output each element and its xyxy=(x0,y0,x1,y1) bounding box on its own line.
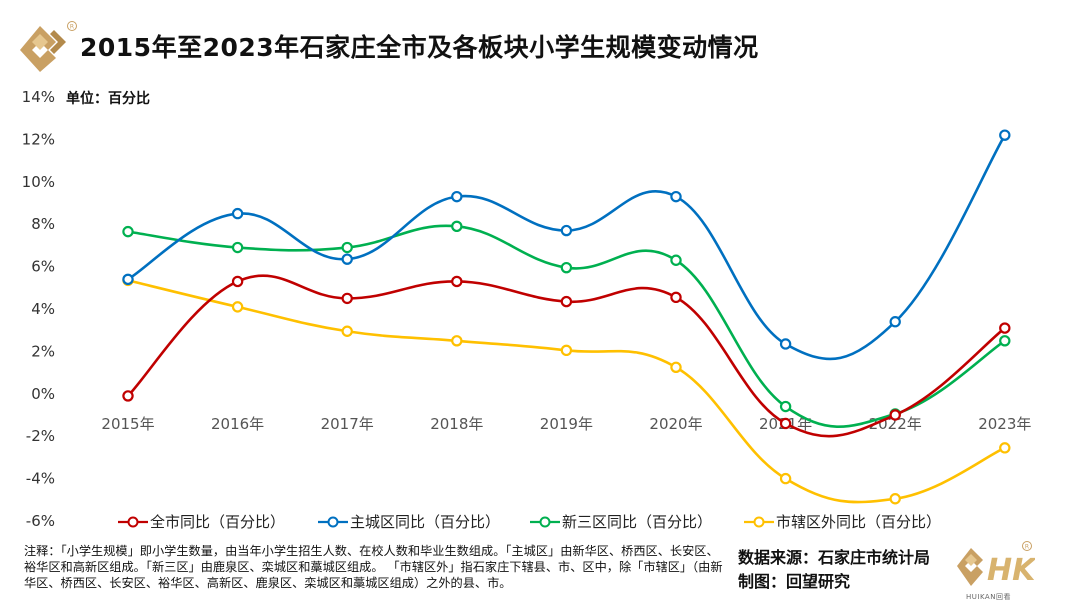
y-tick-label: 8% xyxy=(31,215,55,233)
data-point xyxy=(889,493,901,505)
x-tick-label: 2019年 xyxy=(540,415,593,433)
data-source: 数据来源：石家庄市统计局 xyxy=(738,548,931,567)
series-line xyxy=(126,224,1007,428)
data-point xyxy=(999,322,1011,334)
data-point xyxy=(451,190,463,203)
y-tick-label: 14% xyxy=(22,88,55,106)
x-tick-label: 2015年 xyxy=(101,415,154,433)
svg-text:R: R xyxy=(70,24,74,31)
legend-marker-icon xyxy=(530,516,560,527)
data-point xyxy=(889,316,901,328)
y-tick-label: 12% xyxy=(22,130,55,148)
unit-label: 单位：百分比 xyxy=(66,91,150,107)
y-tick-label: 4% xyxy=(31,300,55,318)
y-tick-label: 6% xyxy=(31,258,55,276)
data-point xyxy=(670,190,682,203)
legend-item-city: 全市同比（百分比） xyxy=(118,511,285,532)
x-tick-label: 2023年 xyxy=(978,415,1031,433)
chart-legend: 全市同比（百分比） 主城区同比（百分比） 新三区同比（百分比） 市辖区外同比（百… xyxy=(118,511,1018,535)
svg-text:R: R xyxy=(1025,544,1029,551)
data-point xyxy=(779,338,792,350)
series-line xyxy=(126,279,1007,504)
data-point xyxy=(341,241,353,254)
data-point xyxy=(231,241,244,254)
page-title: 2015年至2023年石家庄全市及各板块小学生规模变动情况 xyxy=(80,33,759,62)
data-point xyxy=(231,207,244,220)
data-point xyxy=(999,442,1011,454)
x-tick-label: 2017年 xyxy=(321,415,374,433)
chart-producer: 制图：回望研究 xyxy=(738,572,851,591)
data-point xyxy=(560,261,573,274)
data-point xyxy=(560,224,573,237)
y-tick-label: 10% xyxy=(22,173,55,191)
source-block: 数据来源：石家庄市统计局 制图：回望研究 xyxy=(738,546,930,594)
data-point xyxy=(122,390,134,402)
data-point xyxy=(451,275,463,288)
line-chart: -6% -4% -2% 0% 2% 4% 6% 8% 10% 12% 14% 2015年 2016年 20… xyxy=(22,88,1032,530)
y-tick-label: -6% xyxy=(26,512,55,530)
y-tick-label: 2% xyxy=(31,342,55,360)
data-point xyxy=(670,291,682,304)
x-tick-label: 2020年 xyxy=(649,415,702,433)
data-point xyxy=(670,361,682,373)
series-line xyxy=(126,133,1007,361)
footnote: 注释：「小学生规模」即小学生数量，由当年小学生招生人数、在校人数和毕业生数组成。… xyxy=(24,544,723,590)
data-point xyxy=(779,400,792,413)
svg-text:HK: HK xyxy=(987,553,1035,588)
data-point xyxy=(341,292,353,305)
x-tick-label: 2018年 xyxy=(430,415,483,433)
data-point xyxy=(779,417,792,430)
data-point xyxy=(560,344,573,357)
data-point xyxy=(451,220,463,233)
legend-label: 市辖区外同比（百分比） xyxy=(776,513,942,531)
legend-marker-icon xyxy=(318,516,348,527)
legend-item-new-three-district: 新三区同比（百分比） xyxy=(530,511,712,532)
legend-label: 新三区同比（百分比） xyxy=(562,513,713,531)
data-point xyxy=(560,295,573,308)
data-point xyxy=(451,335,463,347)
data-point xyxy=(341,325,353,337)
legend-label: 全市同比（百分比） xyxy=(150,513,286,531)
data-point xyxy=(341,253,353,265)
legend-marker-icon xyxy=(118,516,148,527)
brand-logo-icon: R xyxy=(20,21,77,72)
legend-marker-icon xyxy=(744,516,774,527)
legend-item-main-district: 主城区同比（百分比） xyxy=(318,511,500,532)
brand-mark-icon: HK R xyxy=(957,541,1035,588)
data-point xyxy=(231,301,244,313)
data-point xyxy=(999,335,1011,347)
y-tick-label: -4% xyxy=(26,470,55,488)
data-point xyxy=(122,225,134,238)
data-point xyxy=(670,254,682,266)
legend-label: 主城区同比（百分比） xyxy=(350,513,501,531)
data-point xyxy=(779,472,792,485)
data-point xyxy=(999,129,1011,141)
x-tick-label: 2016年 xyxy=(211,415,264,433)
brand-name: HUIKAN回看 xyxy=(966,593,1011,601)
data-point xyxy=(889,409,901,421)
y-tick-label: -2% xyxy=(26,427,55,445)
legend-item-outside-district: 市辖区外同比（百分比） xyxy=(744,511,941,532)
y-tick-label: 0% xyxy=(31,385,55,403)
data-point xyxy=(231,275,244,288)
data-point xyxy=(122,273,134,286)
